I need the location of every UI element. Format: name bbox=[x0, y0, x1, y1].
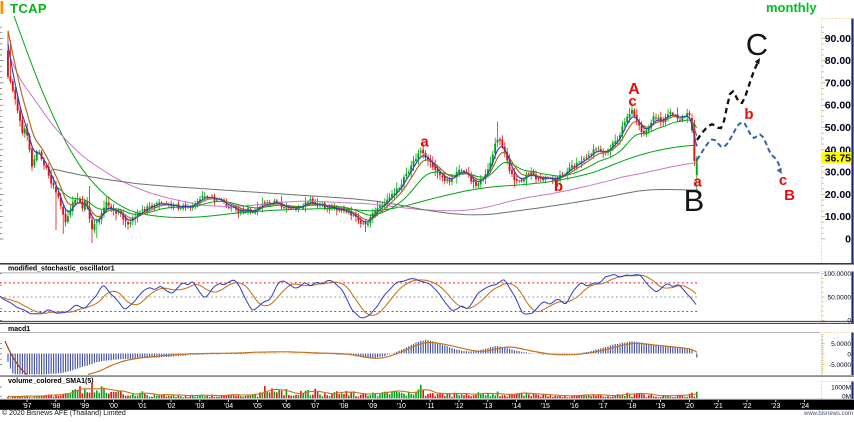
svg-text:B: B bbox=[684, 183, 705, 218]
svg-text:-5.0000: -5.0000 bbox=[829, 362, 851, 369]
svg-text:'19: '19 bbox=[656, 403, 665, 410]
svg-text:A: A bbox=[628, 81, 640, 98]
svg-text:'17: '17 bbox=[598, 403, 607, 410]
svg-text:'12: '12 bbox=[454, 403, 463, 410]
svg-text:'98: '98 bbox=[51, 403, 60, 410]
svg-text:TCAP: TCAP bbox=[10, 1, 47, 16]
svg-text:'13: '13 bbox=[483, 403, 492, 410]
svg-text:0M: 0M bbox=[842, 393, 851, 400]
svg-text:a: a bbox=[693, 174, 702, 191]
svg-text:b: b bbox=[554, 178, 563, 195]
svg-text:'14: '14 bbox=[512, 403, 521, 410]
svg-text:'11: '11 bbox=[426, 403, 435, 410]
svg-text:100.0000: 100.0000 bbox=[824, 271, 851, 278]
svg-text:C: C bbox=[746, 27, 768, 62]
svg-text:'22: '22 bbox=[742, 403, 751, 410]
svg-text:'06: '06 bbox=[282, 403, 291, 410]
svg-text:1000M: 1000M bbox=[831, 385, 851, 392]
svg-text:'23: '23 bbox=[771, 403, 780, 410]
svg-text:20.00: 20.00 bbox=[825, 189, 851, 201]
svg-text:'09: '09 bbox=[368, 403, 377, 410]
svg-text:10.00: 10.00 bbox=[825, 211, 851, 223]
svg-text:'20: '20 bbox=[685, 403, 694, 410]
svg-text:monthly: monthly bbox=[766, 0, 817, 15]
svg-text:80.00: 80.00 bbox=[825, 55, 851, 67]
svg-text:5.0000: 5.0000 bbox=[831, 341, 851, 348]
svg-text:'21: '21 bbox=[714, 403, 723, 410]
svg-text:'00: '00 bbox=[109, 403, 118, 410]
svg-text:50.0000: 50.0000 bbox=[828, 295, 852, 302]
svg-text:'08: '08 bbox=[339, 403, 348, 410]
svg-text:modified_stochastic_oscillator: modified_stochastic_oscillator1 bbox=[8, 266, 115, 273]
svg-text:'16: '16 bbox=[570, 403, 579, 410]
svg-text:60.00: 60.00 bbox=[825, 100, 851, 112]
svg-text:0: 0 bbox=[847, 351, 851, 358]
svg-text:c: c bbox=[779, 172, 787, 189]
svg-text:'15: '15 bbox=[541, 403, 550, 410]
svg-text:70.00: 70.00 bbox=[825, 77, 851, 89]
svg-text:'24: '24 bbox=[800, 403, 809, 410]
svg-text:'03: '03 bbox=[195, 403, 204, 410]
svg-text:b: b bbox=[744, 106, 753, 123]
svg-text:a: a bbox=[420, 134, 429, 151]
svg-text:'04: '04 bbox=[224, 403, 233, 410]
svg-text:'01: '01 bbox=[138, 403, 147, 410]
svg-text:B: B bbox=[784, 187, 795, 204]
svg-text:0: 0 bbox=[845, 234, 851, 246]
svg-text:'07: '07 bbox=[310, 403, 319, 410]
svg-text:'99: '99 bbox=[80, 403, 89, 410]
svg-text:'10: '10 bbox=[397, 403, 406, 410]
svg-text:volume_colored_SMA1(5): volume_colored_SMA1(5) bbox=[8, 378, 94, 385]
svg-text:'05: '05 bbox=[253, 403, 262, 410]
svg-text:c: c bbox=[628, 93, 636, 110]
svg-text:36.75: 36.75 bbox=[825, 152, 851, 164]
svg-text:www.bisnews.com: www.bisnews.com bbox=[803, 411, 853, 417]
svg-text:'18: '18 bbox=[627, 403, 636, 410]
svg-text:macd1: macd1 bbox=[8, 326, 30, 333]
svg-text:50.00: 50.00 bbox=[825, 122, 851, 134]
svg-text:90.00: 90.00 bbox=[825, 33, 851, 45]
svg-text:'02: '02 bbox=[166, 403, 175, 410]
svg-text:30.00: 30.00 bbox=[825, 167, 851, 179]
svg-text:'97: '97 bbox=[22, 403, 31, 410]
svg-text:© 2020 Bisnews AFE (Thailand): © 2020 Bisnews AFE (Thailand) Limited bbox=[2, 409, 126, 417]
